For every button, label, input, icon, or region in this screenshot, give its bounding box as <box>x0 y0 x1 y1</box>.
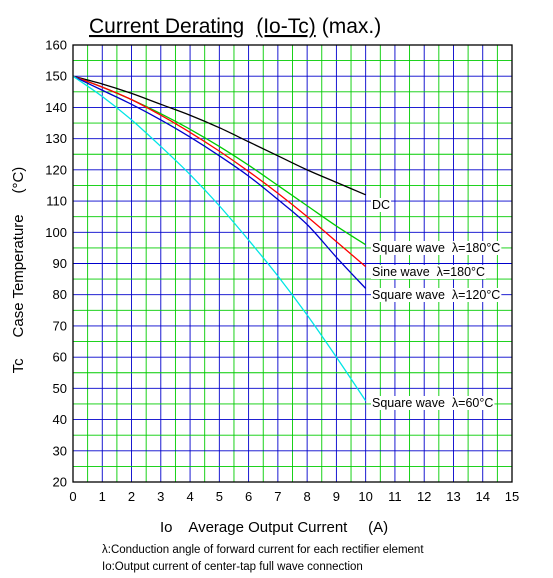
y-tick-label: 140 <box>45 100 67 115</box>
x-tick-label: 5 <box>216 489 223 504</box>
y-tick-label: 20 <box>53 475 67 490</box>
chart-title-main: Current Derating <box>89 15 244 38</box>
y-tick-label: 120 <box>45 162 67 177</box>
x-axis-label: Io Average Output Current (A) <box>160 519 388 536</box>
series-label-sine-180: Sine wave λ=180°C <box>372 265 485 279</box>
series-lines <box>72 75 367 402</box>
x-tick-label: 6 <box>245 489 252 504</box>
x-tick-label: 0 <box>69 489 76 504</box>
series-label-square-120: Square wave λ=120°C <box>372 288 500 302</box>
x-tick-label: 4 <box>186 489 193 504</box>
series-label-background <box>371 198 392 212</box>
y-tick-label: 150 <box>45 69 67 84</box>
y-tick-label: 70 <box>53 318 67 333</box>
grid <box>72 44 513 483</box>
y-tick-label: 110 <box>46 194 67 209</box>
series-line-sine-180 <box>72 75 367 268</box>
y-tick-label: 160 <box>45 38 67 53</box>
y-tick-label: 80 <box>53 287 67 302</box>
chart-title-paren: (Io-Tc) <box>256 15 316 38</box>
series-label-square-180: Square wave λ=180°C <box>372 241 500 255</box>
tick-labels: 0 1 2 3 4 5 6 7 8 9 10 11 12 13 14 15203040506070809010… <box>45 38 519 505</box>
chart-title: Current Derating (Io-Tc) (max.) <box>89 15 381 38</box>
plot-frame <box>72 44 513 483</box>
y-tick-label: 50 <box>53 381 67 396</box>
y-tick-label: 130 <box>45 131 67 146</box>
series-label-background <box>371 396 495 410</box>
series-label-background <box>371 241 502 255</box>
y-tick-label: 90 <box>53 256 67 271</box>
y-tick-label: 40 <box>53 412 67 427</box>
y-tick-label: 60 <box>53 350 67 365</box>
x-tick-label: 9 <box>333 489 340 504</box>
chart-title-suffix: (max.) <box>322 15 382 38</box>
x-tick-label: 8 <box>304 489 311 504</box>
x-tick-label: 7 <box>274 489 281 504</box>
series-label-square-60: Square wave λ=60°C <box>372 396 493 410</box>
x-tick-label: 13 <box>446 489 460 504</box>
y-axis-label: Tc Case Temperature (°C) <box>10 167 27 374</box>
x-tick-label: 2 <box>128 489 135 504</box>
series-label-dc: DC <box>372 198 390 212</box>
y-tick-label: 30 <box>53 443 67 458</box>
series-label-background <box>371 288 502 302</box>
x-tick-label: 15 <box>505 489 519 504</box>
x-tick-label: 3 <box>157 489 164 504</box>
series-line-square-120 <box>72 75 367 289</box>
series-line-square-60 <box>72 75 367 402</box>
x-tick-label: 14 <box>475 489 489 504</box>
x-tick-label: 12 <box>417 489 431 504</box>
x-tick-label: 11 <box>388 489 402 504</box>
series-line-dc <box>72 75 366 196</box>
footnote-conduction-angle: λ:Conduction angle of forward current fo… <box>102 544 424 556</box>
series-label-background <box>371 265 487 279</box>
x-tick-label: 1 <box>99 489 106 504</box>
y-tick-label: 100 <box>45 225 67 240</box>
footnote-output-current: Io:Output current of center-tap full wav… <box>102 561 363 573</box>
x-tick-label: 10 <box>358 489 372 504</box>
